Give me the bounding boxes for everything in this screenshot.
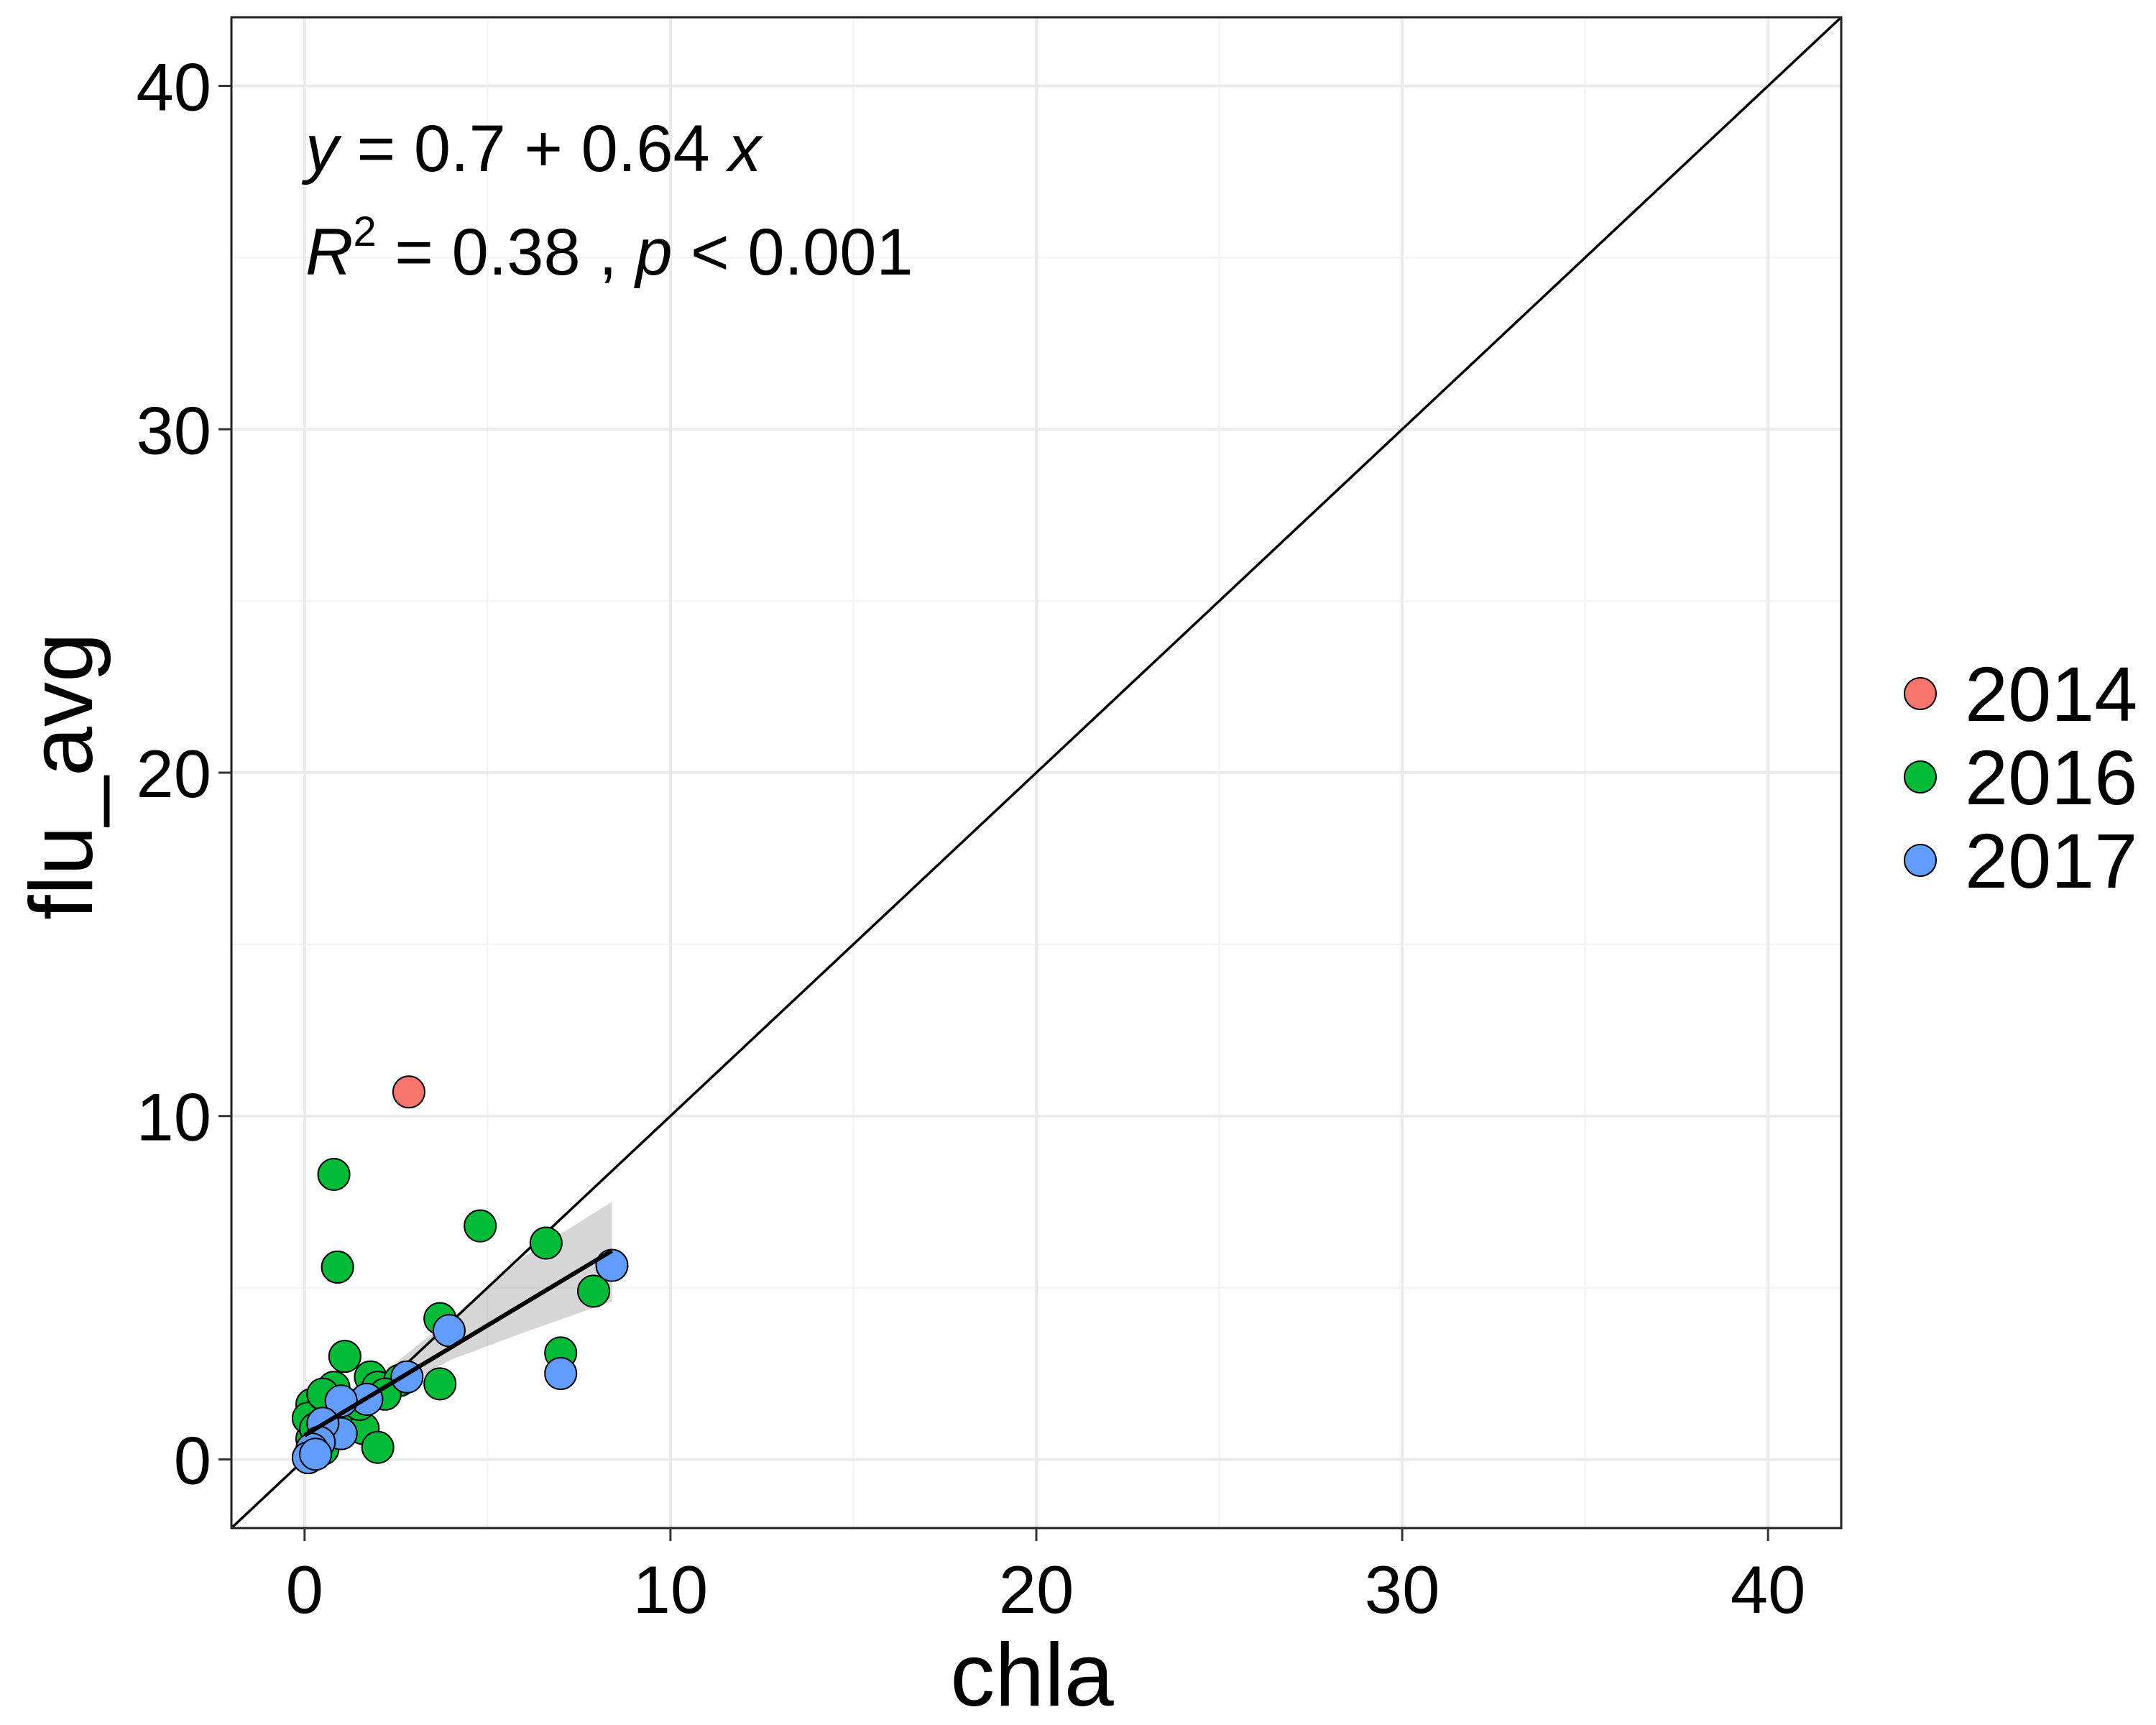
y-tick-label: 0 bbox=[174, 1422, 211, 1498]
point-2016 bbox=[328, 1340, 361, 1374]
y-tick-label: 30 bbox=[136, 392, 211, 468]
legend-key-2014 bbox=[1904, 677, 1937, 710]
x-tick-label: 30 bbox=[1365, 1552, 1440, 1627]
point-2016 bbox=[321, 1250, 354, 1284]
point-2017 bbox=[544, 1357, 578, 1391]
regression-equation: y = 0.7 + 0.64 x bbox=[301, 112, 763, 185]
point-2017 bbox=[595, 1248, 629, 1282]
x-tick-label: 10 bbox=[633, 1552, 709, 1627]
data-points bbox=[291, 1075, 629, 1475]
legend-label-2014: 2014 bbox=[1965, 650, 2137, 737]
legend-label-2016: 2016 bbox=[1965, 734, 2137, 821]
y-tick-label: 40 bbox=[136, 50, 211, 125]
legend-label-2017: 2017 bbox=[1965, 817, 2137, 904]
point-2017 bbox=[299, 1438, 333, 1471]
x-tick-label: 40 bbox=[1731, 1552, 1806, 1627]
reference-lines bbox=[230, 16, 1843, 1530]
point-2016 bbox=[577, 1274, 610, 1308]
point-2016 bbox=[529, 1226, 563, 1260]
axes: 0 10 20 30 40 0 10 20 30 40 bbox=[136, 50, 1805, 1627]
point-2016 bbox=[464, 1209, 497, 1243]
y-tick-label: 10 bbox=[136, 1080, 211, 1155]
x-tick-label: 0 bbox=[286, 1552, 323, 1627]
point-2016 bbox=[423, 1367, 457, 1401]
point-2016 bbox=[361, 1430, 395, 1464]
y-tick-label: 20 bbox=[136, 736, 211, 811]
x-axis-title: chla bbox=[950, 1626, 1114, 1725]
legend-key-2017 bbox=[1904, 844, 1937, 877]
legend-key-2016 bbox=[1904, 760, 1937, 794]
regression-line bbox=[303, 1248, 613, 1438]
identity-line bbox=[230, 16, 1843, 1530]
regression-annotation: y = 0.7 + 0.64 x R2 = 0.38 , p < 0.001 bbox=[301, 112, 913, 289]
regression-statistics: R2 = 0.38 , p < 0.001 bbox=[305, 208, 913, 289]
point-2014 bbox=[392, 1075, 425, 1109]
point-2016 bbox=[317, 1157, 351, 1191]
y-axis-title: flu_avg bbox=[12, 632, 111, 920]
x-tick-label: 20 bbox=[999, 1552, 1074, 1627]
